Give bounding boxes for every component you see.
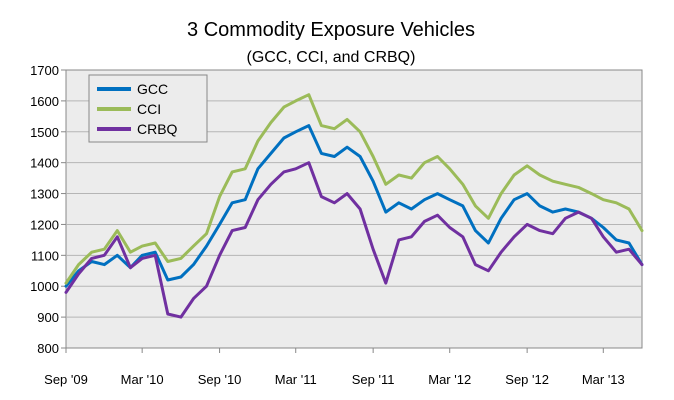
x-tick-label: Sep '09	[44, 372, 88, 387]
y-tick-label: 1100	[31, 248, 59, 263]
x-tick-label: Mar '10	[121, 372, 164, 387]
y-axis: 800 900 1000 1100 1200 1300 1400 1500 1600 1700	[30, 63, 66, 356]
y-tick-label: 1500	[30, 125, 59, 140]
x-tick-label: Mar '12	[428, 372, 471, 387]
x-tick-label: Sep '10	[198, 372, 242, 387]
x-tick-label: Mar '13	[582, 372, 625, 387]
y-tick-label: 1600	[30, 94, 59, 109]
legend-label-cci: CCI	[137, 101, 161, 117]
y-tick-label: 900	[37, 310, 59, 325]
y-tick-label: 800	[37, 341, 59, 356]
y-tick-label: 1000	[30, 279, 59, 294]
legend-label-crbq: CRBQ	[137, 121, 178, 137]
chart-subtitle: (GCC, CCI, and CRBQ)	[247, 49, 416, 66]
y-tick-label: 1400	[30, 156, 59, 171]
y-tick-label: 1200	[30, 217, 59, 232]
series-line-crbq	[64, 161, 644, 319]
y-tick-label: 1700	[30, 63, 59, 78]
chart-title: 3 Commodity Exposure Vehicles	[187, 19, 475, 41]
x-tick-label: Sep '11	[352, 372, 395, 387]
x-axis: Sep '09 Mar '10 Sep '10 Mar '11 Sep '11 Mar '…	[44, 348, 625, 387]
x-tick-label: Sep '12	[505, 372, 549, 387]
series-line-cci	[64, 93, 644, 285]
x-tick-label: Mar '11	[275, 372, 317, 387]
series-lines	[64, 93, 644, 319]
legend-label-gcc: GCC	[137, 81, 168, 97]
series-line-gcc	[64, 124, 644, 288]
legend: GCC CCI CRBQ	[88, 74, 208, 143]
y-tick-label: 1300	[30, 187, 59, 202]
